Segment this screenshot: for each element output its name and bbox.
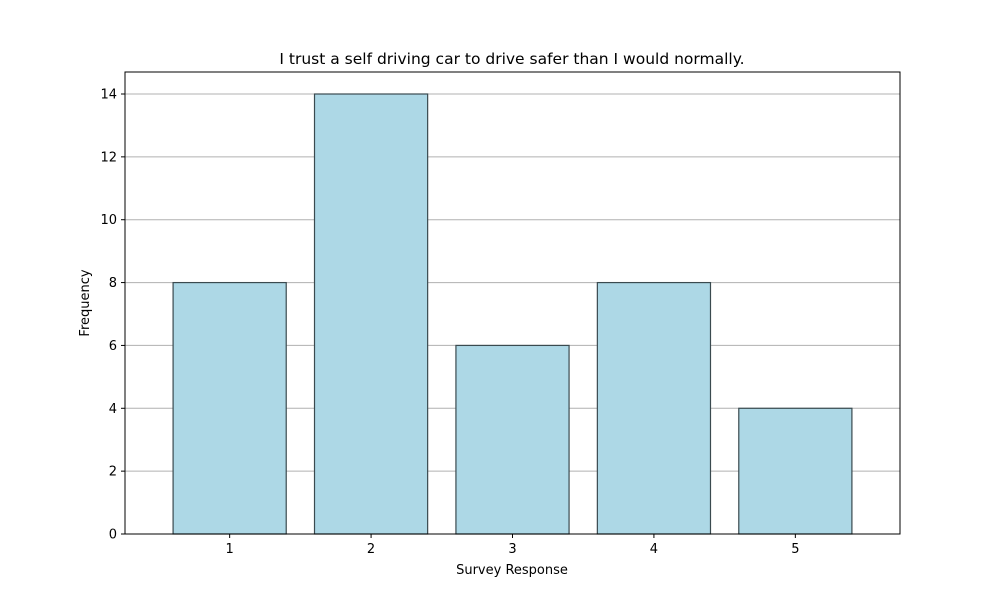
y-tick-label: 2	[109, 465, 117, 480]
bars	[172, 93, 853, 535]
y-tick-label: 14	[100, 88, 117, 103]
bar-1	[172, 281, 287, 535]
x-tick-label: 1	[226, 542, 234, 557]
chart-title: I trust a self driving car to drive safe…	[279, 50, 744, 68]
y-axis-label: Frequency	[78, 269, 93, 336]
y-tick-label: 8	[109, 276, 117, 291]
y-axis: 0 2 4 6 8 10 12 14	[100, 88, 125, 543]
x-axis: 1 2 3 4 5	[226, 534, 799, 557]
y-tick-label: 0	[109, 528, 117, 543]
x-tick-label: 5	[791, 542, 799, 557]
y-tick-label: 4	[109, 402, 117, 417]
x-tick-label: 2	[367, 542, 375, 557]
bar-2	[313, 93, 429, 535]
x-axis-label: Survey Response	[456, 563, 568, 578]
bar-4	[596, 281, 712, 535]
y-tick-label: 10	[100, 213, 117, 228]
y-tick-label: 6	[109, 339, 117, 354]
x-tick-label: 4	[650, 542, 658, 557]
x-tick-label: 3	[508, 542, 516, 557]
bar-3	[455, 344, 570, 535]
y-tick-label: 12	[100, 150, 117, 165]
bar-5	[738, 407, 853, 535]
